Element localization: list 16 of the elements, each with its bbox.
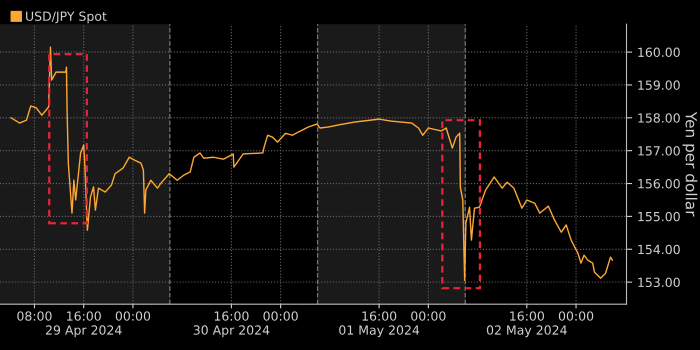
y-axis-title: Yen per dollar [682,112,698,216]
x-tick-label: 00:00 [558,311,594,321]
y-tick-label: 157.00 [638,146,680,156]
x-tick-label: 00:00 [411,311,446,321]
y-tick-label: 159.00 [638,80,680,90]
y-tick-label: 160.00 [638,48,680,58]
line-series [10,46,614,281]
x-tick-label: 08:00 [17,311,52,321]
y-tick-label: 154.00 [638,244,680,254]
y-tick-label: 156.00 [638,179,680,188]
y-tick-label: 153.00 [638,278,680,288]
legend-label: USD/JPY Spot [26,11,107,24]
x-tick-label: 00:00 [116,311,150,321]
x-tick-label: 00:00 [263,311,298,321]
y-tick-label: 155.00 [638,212,680,222]
y-tick-label: 158.00 [638,113,680,123]
